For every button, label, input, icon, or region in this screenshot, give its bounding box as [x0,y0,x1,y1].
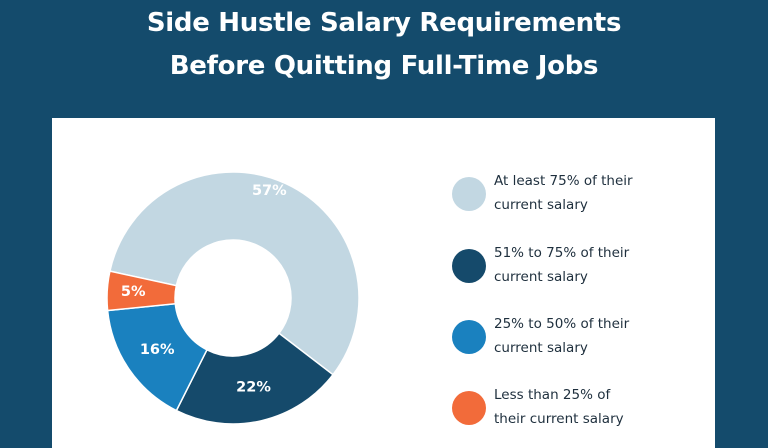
donut-slice-less-than-25 [106,270,178,312]
legend-label: 51% to 75% of their current salary [494,245,630,285]
donut-slice-51-to-75 [175,332,335,425]
slice-label-less-than-25: 5% [121,284,146,300]
slice-label-51-to-75: 22% [236,380,271,396]
legend-swatch [452,249,486,283]
legend-item-51-to-75: 51% to 75% of their current salary [452,238,712,294]
legend-label: Less than 25% of their current salary [494,387,624,427]
legend-swatch [452,320,486,354]
legend-swatch [452,177,486,211]
title-line-1: Side Hustle Salary Requirements [146,8,622,38]
slice-label-at-least-75: 57% [252,183,287,199]
legend-item-25-to-50: 25% to 50% of their current salary [452,309,712,365]
legend-item-at-least-75: At least 75% of their current salary [452,166,712,222]
slice-label-25-to-50: 16% [140,342,175,358]
donut-slice-at-least-75 [108,171,360,376]
legend-swatch [452,391,486,425]
donut-chart: 57% 22% 16% 5% [106,171,360,425]
title-line-2: Before Quitting Full-Time Jobs [169,51,599,81]
legend-label: At least 75% of their current salary [494,173,633,213]
legend-label: 25% to 50% of their current salary [494,316,630,356]
chart-card: 57% 22% 16% 5% At least 75% of their current… [52,118,715,448]
legend-item-less-than-25: Less than 25% of their current salary [452,380,712,436]
chart-title: Side Hustle Salary Requirements Before Q… [0,2,768,88]
